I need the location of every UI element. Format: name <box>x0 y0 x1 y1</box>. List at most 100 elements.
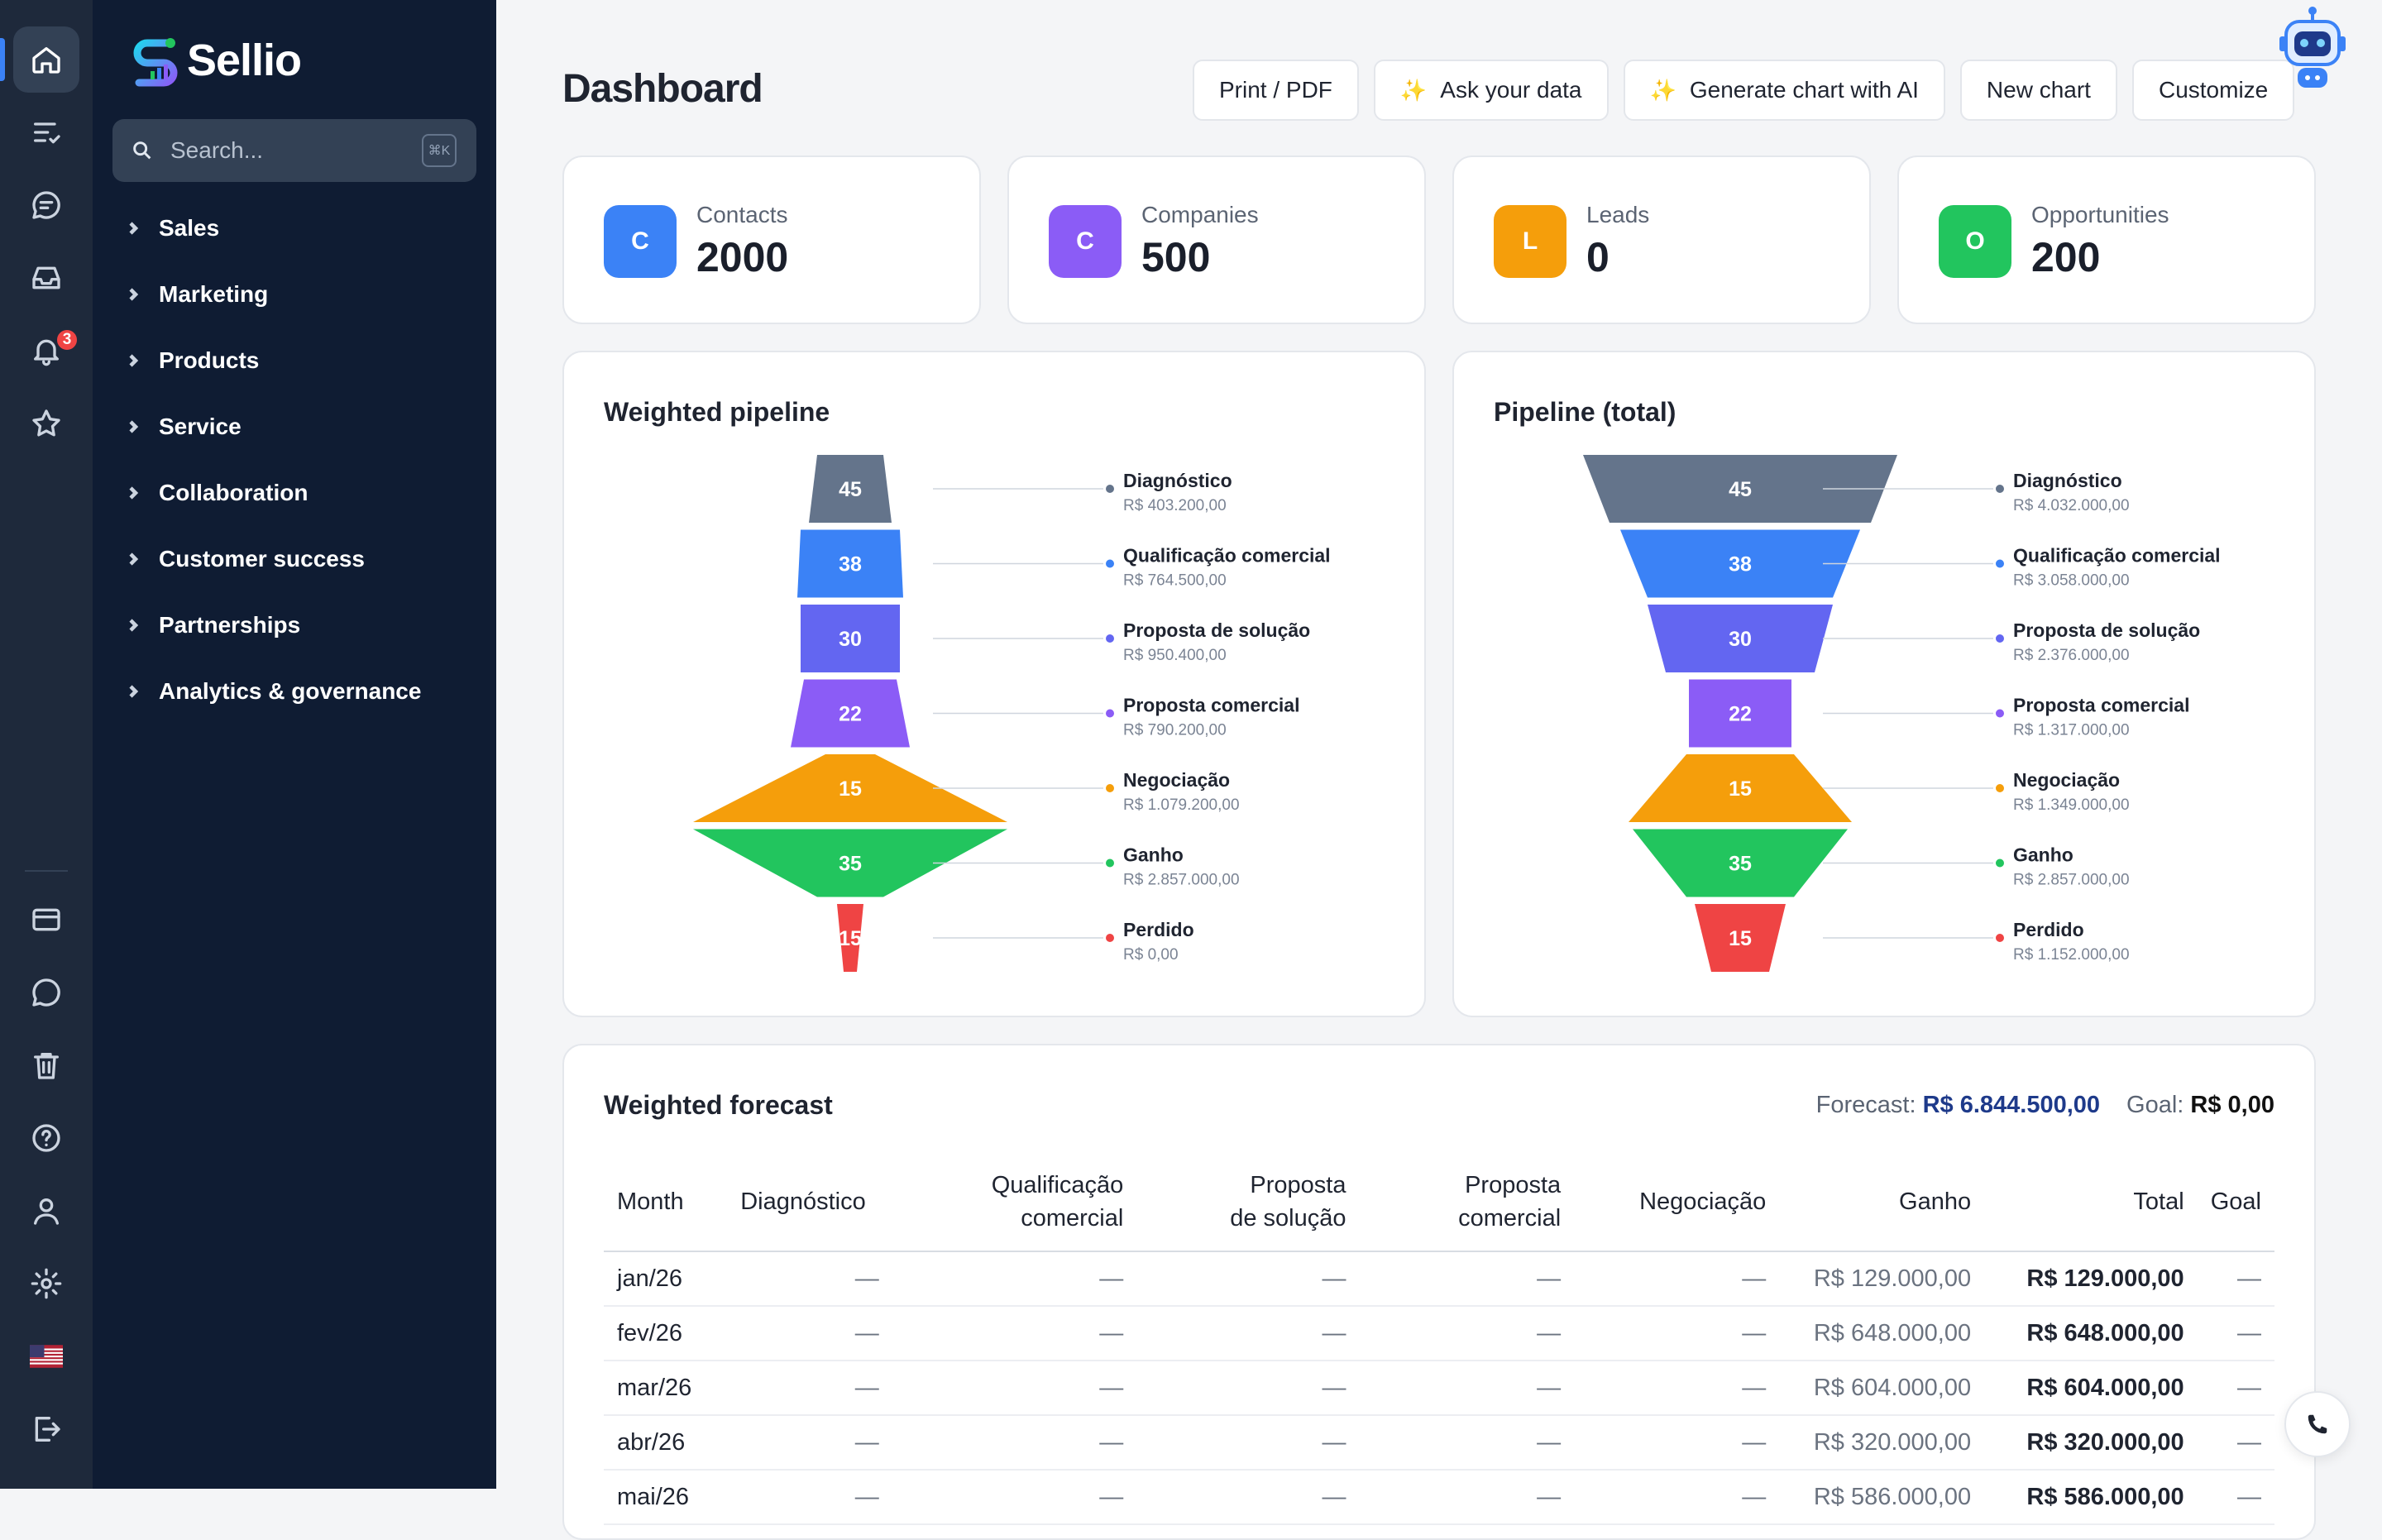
nav-item-label: Collaboration <box>159 480 309 505</box>
table-row[interactable]: fev/26— — — — — R$ 648.000,00 R$ 648.000,00— <box>604 1306 2274 1361</box>
rail-help[interactable] <box>13 1105 79 1171</box>
search-input[interactable] <box>169 136 412 165</box>
funnel-segment[interactable] <box>809 455 892 523</box>
stat-card-leads[interactable]: L Leads 0 <box>1452 155 1871 324</box>
table-cell: — <box>1574 1361 1780 1416</box>
total-pipeline-card: Pipeline (total) 45 Diagnóstico R$ 4.032.0… <box>1452 351 2316 1017</box>
call-button[interactable] <box>2284 1391 2351 1457</box>
funnel-segment[interactable] <box>837 904 863 972</box>
table-cell: abr/26 <box>604 1415 728 1471</box>
funnel-segment[interactable] <box>1620 529 1860 598</box>
funnel-segment[interactable] <box>797 529 903 598</box>
rail-messages[interactable] <box>13 959 79 1026</box>
table-cell: — <box>2197 1470 2274 1525</box>
nav-item-products[interactable]: Products <box>126 328 421 394</box>
legend-dot <box>1106 485 1114 493</box>
page-title: Dashboard <box>562 67 763 111</box>
customize-button[interactable]: Customize <box>2131 60 2295 121</box>
funnel-segment[interactable] <box>791 679 910 748</box>
table-cell: — <box>892 1306 1137 1361</box>
chart-title: Pipeline (total) <box>1494 397 1676 427</box>
nav-item-sales[interactable]: Sales <box>126 195 421 261</box>
rail-profile[interactable] <box>13 1178 79 1244</box>
column-header[interactable]: Proposta comercial <box>1458 1172 1562 1232</box>
funnel-segment[interactable] <box>1633 829 1848 897</box>
funnel-count-label: 35 <box>1729 853 1752 876</box>
ai-assistant-robot-icon[interactable] <box>2276 5 2349 96</box>
table-row[interactable]: jan/26— — — — — R$ 129.000,00 R$ 129.000,00— <box>604 1251 2274 1307</box>
ask-your-data-button[interactable]: ✨ Ask your data <box>1373 60 1609 121</box>
generate-chart-label: Generate chart with AI <box>1689 77 1919 103</box>
stat-card-opportunities[interactable]: O Opportunities 200 <box>1897 155 2316 324</box>
funnel-segment[interactable] <box>1689 679 1791 748</box>
app-logo[interactable]: Sellio <box>129 31 302 89</box>
stat-card-contacts[interactable]: C Contacts 2000 <box>562 155 981 324</box>
column-header[interactable]: Goal <box>2210 1188 2261 1215</box>
rail-home[interactable] <box>13 26 79 93</box>
nav-item-service[interactable]: Service <box>126 394 421 460</box>
stage-name-label: Perdido <box>1123 919 1194 940</box>
funnel-segment[interactable] <box>693 829 1007 897</box>
nav-item-collaboration[interactable]: Collaboration <box>126 460 421 526</box>
nav-item-analytics-governance[interactable]: Analytics & governance <box>126 658 421 725</box>
chevron-right-icon <box>129 288 139 301</box>
print-pdf-button[interactable]: Print / PDF <box>1193 60 1359 121</box>
rail-trash[interactable] <box>13 1032 79 1098</box>
new-chart-button[interactable]: New chart <box>1959 60 2117 121</box>
rail-tasks[interactable] <box>13 99 79 165</box>
funnel-segment[interactable] <box>1695 904 1786 972</box>
table-row[interactable]: abr/26— — — — — R$ 320.000,00 R$ 320.000,00— <box>604 1415 2274 1471</box>
table-row[interactable]: mai/26— — — — — R$ 586.000,00 R$ 586.000,00— <box>604 1470 2274 1525</box>
column-header[interactable]: Proposta de solução <box>1230 1172 1346 1232</box>
legend-dot <box>1106 858 1114 868</box>
column-header[interactable]: Negociação <box>1639 1188 1767 1215</box>
rail-settings[interactable] <box>13 1251 79 1317</box>
table-cell: — <box>1359 1361 1575 1416</box>
table-row[interactable]: mar/26— — — — — R$ 604.000,00 R$ 604.000,00— <box>604 1361 2274 1416</box>
funnel-count-label: 22 <box>839 703 862 726</box>
search-box[interactable]: ⌘K <box>112 119 476 182</box>
generate-chart-ai-button[interactable]: ✨ Generate chart with AI <box>1623 60 1945 121</box>
rail-chat[interactable] <box>13 172 79 238</box>
column-header[interactable]: Total <box>2133 1188 2184 1215</box>
funnel-segment[interactable] <box>1629 754 1852 822</box>
column-header[interactable]: Month <box>617 1188 684 1215</box>
rail-language[interactable] <box>13 1323 79 1389</box>
stage-amount-label: R$ 1.152.000,00 <box>2013 946 2130 964</box>
funnel-segment[interactable] <box>801 605 900 672</box>
nav-item-label: Products <box>159 347 260 373</box>
legend-dot <box>1106 634 1114 643</box>
table-cell: — <box>892 1251 1137 1307</box>
rail-logout[interactable] <box>13 1396 79 1462</box>
sparkle-icon: ✨ <box>1399 77 1428 103</box>
legend-dot <box>1106 709 1114 718</box>
rail-billing[interactable] <box>13 887 79 953</box>
total-pipeline-funnel: 45 Diagnóstico R$ 4.032.000,00 38 Qualificaç… <box>1583 455 2221 972</box>
nav-item-label: Marketing <box>159 281 269 307</box>
rail-favorites[interactable] <box>13 390 79 457</box>
column-header[interactable]: Diagnóstico <box>740 1188 866 1215</box>
sparkle-icon: ✨ <box>1649 77 1676 103</box>
forecast-title: Weighted forecast <box>604 1090 833 1120</box>
funnel-segment[interactable] <box>1583 455 1897 523</box>
chat-icon <box>32 191 60 219</box>
stage-name-label: Qualificação comercial <box>2013 545 2221 567</box>
nav-item-partnerships[interactable]: Partnerships <box>126 592 421 658</box>
funnel-segment[interactable] <box>693 754 1007 822</box>
funnel-count-label: 15 <box>839 777 862 801</box>
table-cell: — <box>1359 1251 1575 1307</box>
gear-icon <box>31 1268 62 1299</box>
funnel-segment[interactable] <box>1648 605 1833 672</box>
nav-item-customer-success[interactable]: Customer success <box>126 526 421 592</box>
stat-card-companies[interactable]: C Companies 500 <box>1007 155 1426 324</box>
rail-notifications[interactable]: 3 <box>13 318 79 384</box>
funnel-count-label: 38 <box>839 553 862 576</box>
funnel-count-label: 22 <box>1729 703 1752 726</box>
rail-inbox[interactable] <box>13 245 79 311</box>
chart-title: Weighted pipeline <box>604 397 830 427</box>
nav-list: Sales Marketing Products Service Collabo… <box>126 195 421 725</box>
notification-badge: 3 <box>55 328 79 352</box>
column-header[interactable]: Ganho <box>1899 1188 1972 1215</box>
column-header[interactable]: Qualificação comercial <box>991 1172 1124 1232</box>
nav-item-marketing[interactable]: Marketing <box>126 261 421 328</box>
